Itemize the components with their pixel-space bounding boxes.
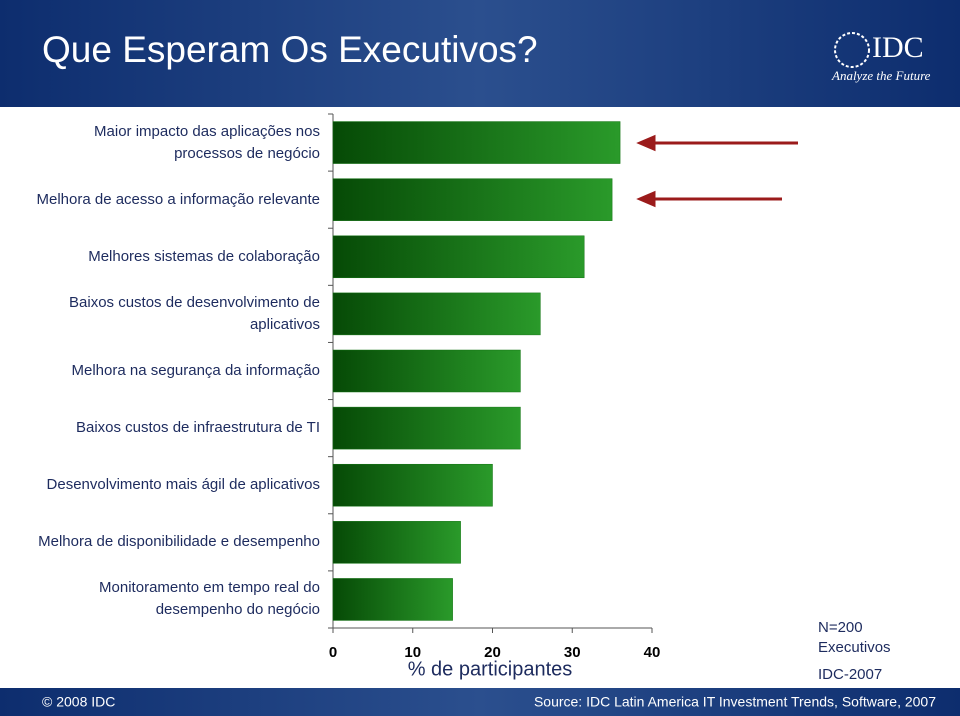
category-label: Melhora na segurança da informação: [71, 362, 320, 379]
category-label: Maior impacto das aplicações nos process…: [94, 122, 320, 162]
category-label: Baixos custos de desenvolvimento de apli…: [69, 293, 320, 333]
source: Source: IDC Latin America IT Investment …: [534, 694, 936, 710]
category-label: Melhores sistemas de colaboração: [88, 247, 320, 265]
category-label: Desenvolvimento mais ágil de aplicativos: [46, 476, 320, 494]
logo: IDC Analyze the Future: [831, 31, 931, 83]
logo-tagline: Analyze the Future: [831, 68, 931, 83]
category-label: Monitoramento em tempo real do desempenh…: [99, 579, 320, 619]
copyright: © 2008 IDC: [42, 694, 115, 710]
bar: [332, 406, 521, 450]
header-band: [0, 0, 960, 107]
bar: [332, 121, 621, 164]
bar: [332, 292, 541, 336]
bar: [332, 349, 521, 393]
bar: [332, 235, 585, 279]
category-label: Melhora de acesso a informação relevante: [36, 190, 321, 208]
x-tick-label: 20: [484, 644, 501, 661]
slide-title: Que Esperam Os Executivos?: [42, 29, 538, 70]
bar: [332, 178, 613, 221]
x-axis-title: % de participantes: [408, 658, 573, 680]
bar: [332, 521, 461, 564]
footer-band: [0, 688, 960, 716]
x-tick-label: 40: [644, 644, 661, 661]
x-tick-label: 0: [329, 644, 337, 661]
x-tick-label: 10: [404, 644, 421, 661]
category-label: Melhora de disponibilidade e desempenho: [38, 533, 320, 551]
x-tick-label: 30: [564, 644, 581, 661]
bar: [332, 463, 493, 507]
category-label: Baixos custos de infraestrutura de TI: [75, 419, 320, 437]
arrows: [636, 134, 798, 208]
note: IDC-2007: [818, 666, 883, 683]
note: N=200 Executivos: [818, 619, 891, 656]
bar: [332, 578, 453, 621]
logo-text: IDC: [872, 31, 924, 64]
